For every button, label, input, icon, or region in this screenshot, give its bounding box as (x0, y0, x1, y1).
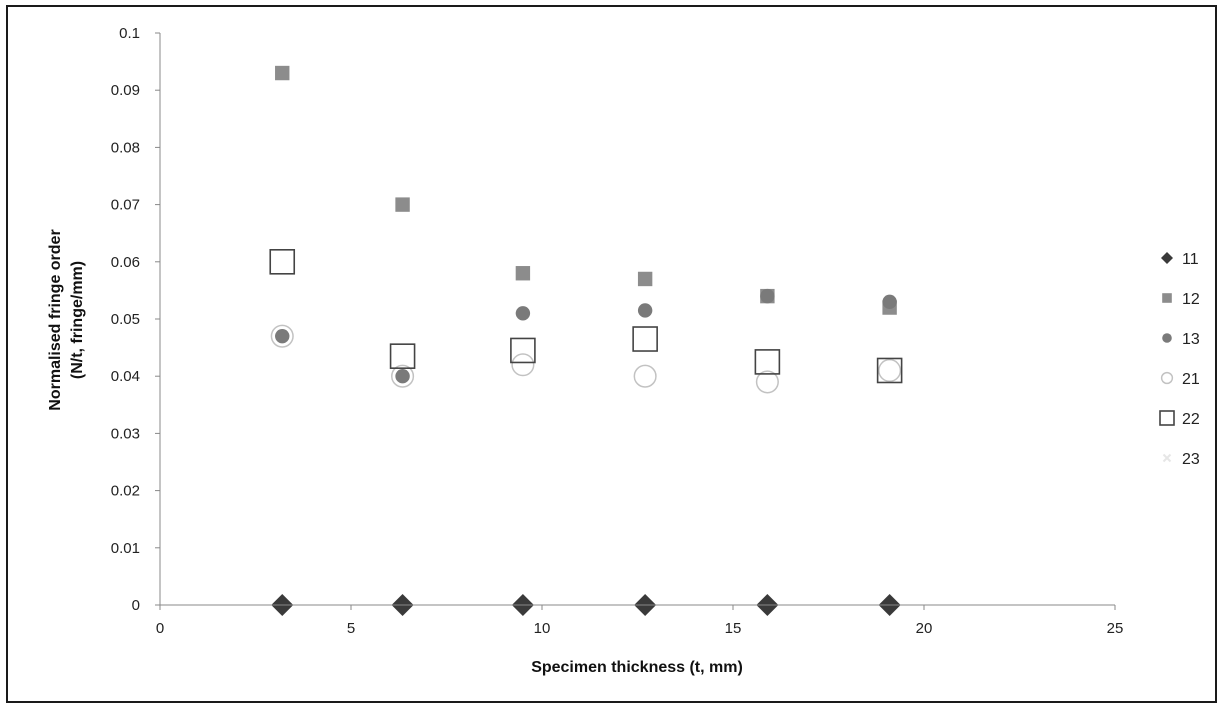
chart-marks (269, 65, 903, 616)
legend-label: 23 (1182, 451, 1200, 468)
legend-marker (1162, 333, 1172, 343)
chart-ticks: 0 0.01 0.02 0.03 0.04 0.05 0.06 0.07 0.08 0.09 0.1… (111, 25, 1124, 637)
data-point (633, 364, 657, 388)
data-point (876, 357, 903, 384)
legend-label: 22 (1182, 411, 1200, 428)
data-point (515, 266, 531, 281)
x-tick-label: 10 (534, 620, 551, 637)
legend-marker (1162, 453, 1172, 463)
data-point (632, 326, 658, 352)
y-axis-title-line-1: Normalised fringe order (47, 229, 64, 410)
legend-label: 21 (1182, 371, 1200, 388)
y-tick-label: 0.03 (111, 425, 140, 442)
y-tick-label: 0.02 (111, 483, 140, 500)
data-point (275, 65, 290, 81)
legend-item-11: 11 (1161, 251, 1199, 268)
y-tick-label: 0.05 (111, 311, 140, 328)
series-13 (275, 288, 897, 384)
x-tick-label: 0 (156, 620, 164, 637)
x-tick-label: 5 (347, 620, 355, 637)
y-axis-title-line-2: (N/t, fringe/mm) (69, 261, 86, 379)
data-point (760, 288, 775, 304)
series-21 (270, 324, 902, 394)
data-point (510, 337, 536, 364)
legend-item-23: 23 (1162, 451, 1200, 468)
y-tick-label: 0.07 (111, 197, 140, 214)
y-tick-label: 0.09 (111, 82, 140, 99)
data-point (395, 197, 410, 212)
series-22 (269, 249, 903, 384)
x-tick-label: 15 (725, 620, 742, 637)
y-axis-title: Normalised fringe order (N/t, fringe/mm) (47, 229, 86, 410)
y-tick-label: 0 (132, 597, 140, 614)
data-point (269, 249, 296, 275)
legend-label: 13 (1182, 331, 1200, 348)
legend: 11 12 13 21 22 23 (1159, 251, 1200, 468)
y-tick-label: 0.01 (111, 540, 140, 557)
legend-label: 12 (1182, 291, 1200, 308)
data-point (515, 306, 531, 321)
legend-marker (1159, 410, 1175, 426)
y-tick-label: 0.1 (119, 25, 140, 42)
data-point (755, 370, 779, 394)
legend-item-13: 13 (1162, 331, 1200, 348)
legend-marker (1160, 371, 1174, 385)
y-tick-label: 0.06 (111, 254, 140, 271)
data-point (389, 343, 416, 369)
legend-item-21: 21 (1160, 371, 1200, 388)
legend-label: 11 (1182, 251, 1199, 268)
series-23 (276, 67, 896, 314)
data-point (637, 271, 653, 287)
legend-item-22: 22 (1159, 410, 1200, 428)
data-point (275, 328, 290, 344)
data-point (878, 358, 902, 383)
y-tick-label: 0.04 (111, 368, 140, 385)
x-tick-label: 25 (1107, 620, 1124, 637)
x-tick-label: 20 (916, 620, 933, 637)
data-point (637, 303, 653, 318)
data-point (754, 349, 781, 375)
legend-item-12: 12 (1162, 291, 1200, 308)
data-point (395, 369, 410, 384)
legend-marker (1161, 252, 1173, 264)
data-point (882, 294, 897, 310)
x-axis-title: Specimen thickness (t, mm) (531, 659, 743, 676)
data-point (270, 324, 294, 348)
chart-axes (159, 33, 1115, 606)
series-12 (275, 65, 897, 315)
data-point (391, 364, 415, 388)
chart-frame (6, 5, 1217, 703)
data-point (511, 353, 535, 377)
y-tick-label: 0.08 (111, 139, 140, 156)
legend-marker (1162, 293, 1172, 303)
